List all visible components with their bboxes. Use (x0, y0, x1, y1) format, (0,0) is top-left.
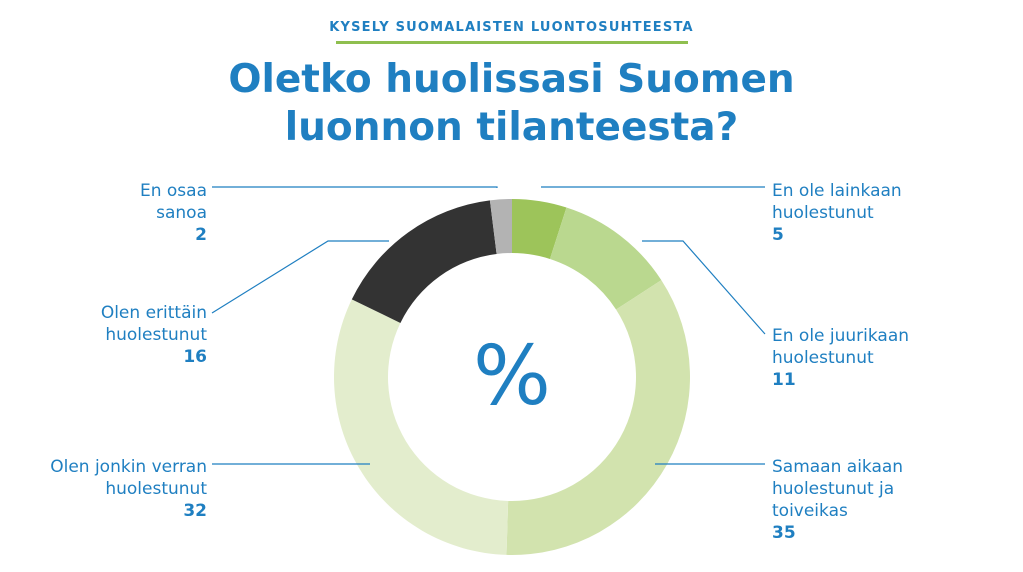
slice-samaan-aikaan (506, 280, 690, 555)
leader-line-erittain (211, 240, 389, 314)
leader-line-en-ole-juurikaan (642, 240, 766, 335)
title-line-1: Oletko huolissasi Suomen (228, 57, 795, 102)
label-text: Olen erittäin huolestunut (100, 303, 207, 345)
chart-title: Oletko huolissasi Suomen luonnon tilante… (0, 56, 1023, 152)
label-value: 2 (195, 225, 207, 245)
label-value: 16 (183, 347, 207, 367)
slice-en-ole-juurikaan (549, 207, 662, 310)
label-text: En ole lainkaan huolestunut (772, 181, 902, 223)
label-text: Samaan aikaan huolestunut ja toiveikas (772, 457, 904, 521)
kicker-text: KYSELY SUOMALAISTEN LUONTOSUHTEESTA (329, 20, 694, 35)
center-percent-label: % (473, 329, 551, 424)
label-text: En ole juurikaan huolestunut (772, 326, 910, 368)
label-erittain: Olen erittäin huolestunut 16 (101, 302, 207, 368)
label-value: 32 (183, 501, 207, 521)
label-value: 35 (772, 523, 796, 543)
label-value: 5 (772, 225, 784, 245)
label-en-osaa-sanoa: En osaa sanoa 2 (140, 180, 207, 246)
label-text: Olen jonkin verran huolestunut (50, 457, 207, 499)
label-samaan-aikaan: Samaan aikaan huolestunut ja toiveikas 3… (772, 456, 903, 544)
kicker-underline (336, 41, 688, 44)
title-line-2: luonnon tilanteesta? (284, 105, 739, 150)
label-value: 11 (772, 370, 796, 390)
slice-en-osaa-sanoa (489, 199, 512, 254)
slice-erittain (351, 200, 497, 323)
leader-line-en-osaa-sanoa (212, 186, 498, 188)
label-en-ole-juurikaan: En ole juurikaan huolestunut 11 (772, 325, 909, 391)
slice-en-ole-lainkaan (512, 199, 567, 259)
slice-jonkin-verran (334, 299, 509, 555)
label-text: En osaa sanoa (139, 181, 207, 223)
label-jonkin-verran: Olen jonkin verran huolestunut 32 (50, 456, 207, 522)
label-en-ole-lainkaan: En ole lainkaan huolestunut 5 (772, 180, 902, 246)
